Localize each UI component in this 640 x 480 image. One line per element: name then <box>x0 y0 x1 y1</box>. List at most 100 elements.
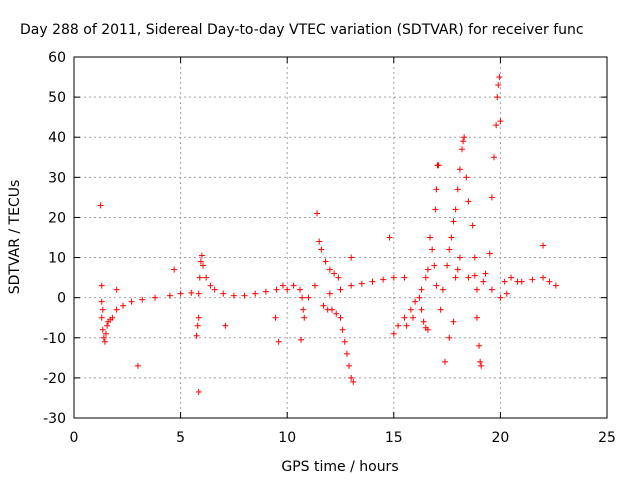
y-tick-label: 20 <box>48 210 66 226</box>
y-tick-label: 40 <box>48 130 66 146</box>
data-point <box>284 286 291 293</box>
data-point <box>348 374 355 381</box>
data-point <box>311 282 318 289</box>
data-point <box>478 362 485 369</box>
x-tick-label: 0 <box>70 430 79 446</box>
data-point <box>188 289 195 296</box>
data-point <box>98 282 105 289</box>
x-tick-label: 25 <box>598 430 616 446</box>
data-point <box>346 362 353 369</box>
data-point <box>139 296 146 303</box>
data-point <box>296 286 303 293</box>
data-point <box>488 194 495 201</box>
x-tick-label: 5 <box>176 430 185 446</box>
data-point <box>314 210 321 217</box>
data-point <box>503 290 510 297</box>
data-point <box>390 274 397 281</box>
data-point <box>407 306 414 313</box>
data-point <box>335 274 342 281</box>
data-point <box>113 286 120 293</box>
data-point <box>299 294 306 301</box>
data-point <box>333 310 340 317</box>
data-point <box>195 290 202 297</box>
data-point <box>195 388 202 395</box>
data-point <box>337 286 344 293</box>
data-point <box>401 274 408 281</box>
y-tick-label: 50 <box>48 90 66 106</box>
data-point <box>476 342 483 349</box>
data-point <box>193 332 200 339</box>
data-point <box>134 362 141 369</box>
data-point <box>439 286 446 293</box>
data-point <box>488 286 495 293</box>
data-point <box>418 306 425 313</box>
data-point <box>290 282 297 289</box>
data-point <box>429 246 436 253</box>
data-point <box>98 314 105 321</box>
data-point <box>300 306 307 313</box>
data-point <box>424 326 431 333</box>
data-point <box>272 314 279 321</box>
data-point <box>358 280 365 287</box>
data-point <box>220 290 227 297</box>
data-point <box>456 166 463 173</box>
data-point <box>328 306 335 313</box>
data-point <box>326 290 333 297</box>
data-point <box>341 338 348 345</box>
y-axis-label: SDTVAR / TECUs <box>7 180 23 295</box>
data-point <box>546 278 553 285</box>
data-point <box>518 278 525 285</box>
axis-ticks: 0 5 10 15 20 25 -30 -20 -10 0 10 20 30 40 50 60 <box>43 50 616 446</box>
data-point <box>495 82 502 89</box>
data-point <box>128 298 135 305</box>
data-point <box>529 276 536 283</box>
data-point <box>195 314 202 321</box>
data-point <box>166 292 173 299</box>
data-point <box>395 322 402 329</box>
data-point <box>433 186 440 193</box>
data-point <box>456 254 463 261</box>
data-point <box>348 254 355 261</box>
data-point <box>471 254 478 261</box>
data-point <box>463 174 470 181</box>
data-point <box>322 258 329 265</box>
data-point <box>452 274 459 281</box>
data-point <box>348 282 355 289</box>
data-point <box>471 272 478 279</box>
data-point <box>390 330 397 337</box>
data-point <box>177 290 184 297</box>
data-point <box>211 286 218 293</box>
data-point <box>102 330 109 337</box>
data-point <box>446 246 453 253</box>
data-point <box>194 322 201 329</box>
data-points <box>97 74 559 395</box>
data-point <box>431 262 438 269</box>
data-point <box>422 274 429 281</box>
data-point <box>461 134 468 141</box>
data-point <box>441 358 448 365</box>
data-point <box>469 222 476 229</box>
data-point <box>448 234 455 241</box>
data-point <box>491 154 498 161</box>
data-point <box>420 318 427 325</box>
data-point <box>444 262 451 269</box>
data-point <box>460 138 467 145</box>
data-point <box>403 322 410 329</box>
data-point <box>450 318 457 325</box>
data-point <box>412 298 419 305</box>
y-tick-label: -10 <box>43 331 66 347</box>
y-tick-label: 60 <box>48 50 66 66</box>
data-point <box>486 250 493 257</box>
data-point <box>540 242 547 249</box>
data-point <box>432 206 439 213</box>
data-point <box>241 292 248 299</box>
data-point <box>482 270 489 277</box>
x-tick-label: 20 <box>491 430 509 446</box>
data-point <box>337 314 344 321</box>
data-point <box>331 270 338 277</box>
data-point <box>99 306 106 313</box>
data-point <box>418 286 425 293</box>
data-point <box>199 262 206 269</box>
data-point <box>501 278 508 285</box>
